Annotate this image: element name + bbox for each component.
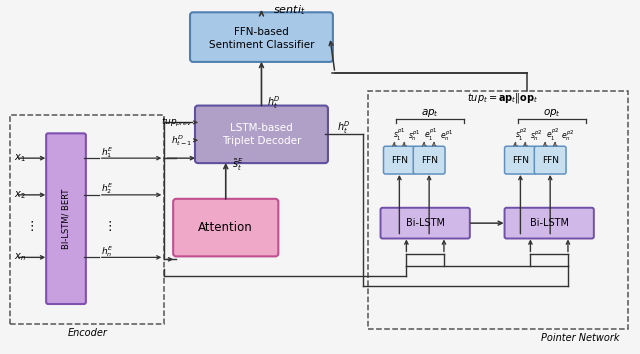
FancyBboxPatch shape <box>504 146 536 174</box>
Text: $e_1^{p1}$: $e_1^{p1}$ <box>424 127 438 143</box>
Text: Attention: Attention <box>198 221 253 234</box>
Text: Encoder: Encoder <box>67 328 108 338</box>
Text: $op_t$: $op_t$ <box>543 107 561 119</box>
Text: $senti_t$: $senti_t$ <box>273 4 305 17</box>
FancyBboxPatch shape <box>195 105 328 163</box>
Text: $h_1^E$: $h_1^E$ <box>102 145 114 160</box>
Text: Bi-LSTM: Bi-LSTM <box>406 218 445 228</box>
Text: $e_1^{p2}$: $e_1^{p2}$ <box>547 127 560 143</box>
Text: $h_t^D$: $h_t^D$ <box>337 119 351 136</box>
Text: FFN: FFN <box>512 156 529 165</box>
FancyBboxPatch shape <box>381 208 470 239</box>
Text: BI-LSTM/ BERT: BI-LSTM/ BERT <box>61 188 70 249</box>
Text: Pointer Network: Pointer Network <box>541 333 619 343</box>
Text: $\vdots$: $\vdots$ <box>25 219 34 233</box>
Text: FFN-based: FFN-based <box>234 27 289 37</box>
Bar <box>367 91 628 329</box>
Text: Sentiment Classifier: Sentiment Classifier <box>209 40 314 50</box>
Text: $h_2^E$: $h_2^E$ <box>102 182 114 196</box>
FancyBboxPatch shape <box>173 199 278 256</box>
Text: LSTM-based: LSTM-based <box>230 124 293 133</box>
Text: Bi-LSTM: Bi-LSTM <box>530 218 569 228</box>
Text: FFN: FFN <box>420 156 438 165</box>
Text: $x_2$: $x_2$ <box>15 189 26 201</box>
FancyBboxPatch shape <box>383 146 415 174</box>
Text: $s_n^{p2}$: $s_n^{p2}$ <box>530 128 543 143</box>
FancyBboxPatch shape <box>534 146 566 174</box>
Text: $e_n^{p2}$: $e_n^{p2}$ <box>561 128 575 143</box>
Text: FFN: FFN <box>391 156 408 165</box>
Text: FFN: FFN <box>541 156 559 165</box>
FancyBboxPatch shape <box>46 133 86 304</box>
Text: $h_t^D$: $h_t^D$ <box>268 94 281 111</box>
Text: $s_n^{p1}$: $s_n^{p1}$ <box>408 128 420 143</box>
Text: Triplet Decoder: Triplet Decoder <box>222 136 301 146</box>
Text: $\vdots$: $\vdots$ <box>103 219 112 233</box>
Text: $tup_{prev}$: $tup_{prev}$ <box>161 116 192 129</box>
FancyBboxPatch shape <box>413 146 445 174</box>
Text: $ap_t$: $ap_t$ <box>421 107 439 119</box>
Text: $x_n$: $x_n$ <box>15 251 26 263</box>
Text: $x_1$: $x_1$ <box>15 152 26 164</box>
Text: $e_n^{p1}$: $e_n^{p1}$ <box>440 128 454 143</box>
FancyBboxPatch shape <box>190 12 333 62</box>
Text: $s_1^{p1}$: $s_1^{p1}$ <box>393 127 406 143</box>
Text: $tup_t = \mathbf{ap}_t \| \mathbf{op}_t$: $tup_t = \mathbf{ap}_t \| \mathbf{op}_t$ <box>467 91 538 105</box>
Text: $s_1^{p2}$: $s_1^{p2}$ <box>515 127 528 143</box>
Bar <box>10 115 164 324</box>
Text: $h_{t-1}^D$: $h_{t-1}^D$ <box>171 133 192 148</box>
FancyBboxPatch shape <box>504 208 594 239</box>
Text: $h_n^E$: $h_n^E$ <box>102 244 114 259</box>
Text: $\tilde{s}_t^E$: $\tilde{s}_t^E$ <box>232 157 243 173</box>
